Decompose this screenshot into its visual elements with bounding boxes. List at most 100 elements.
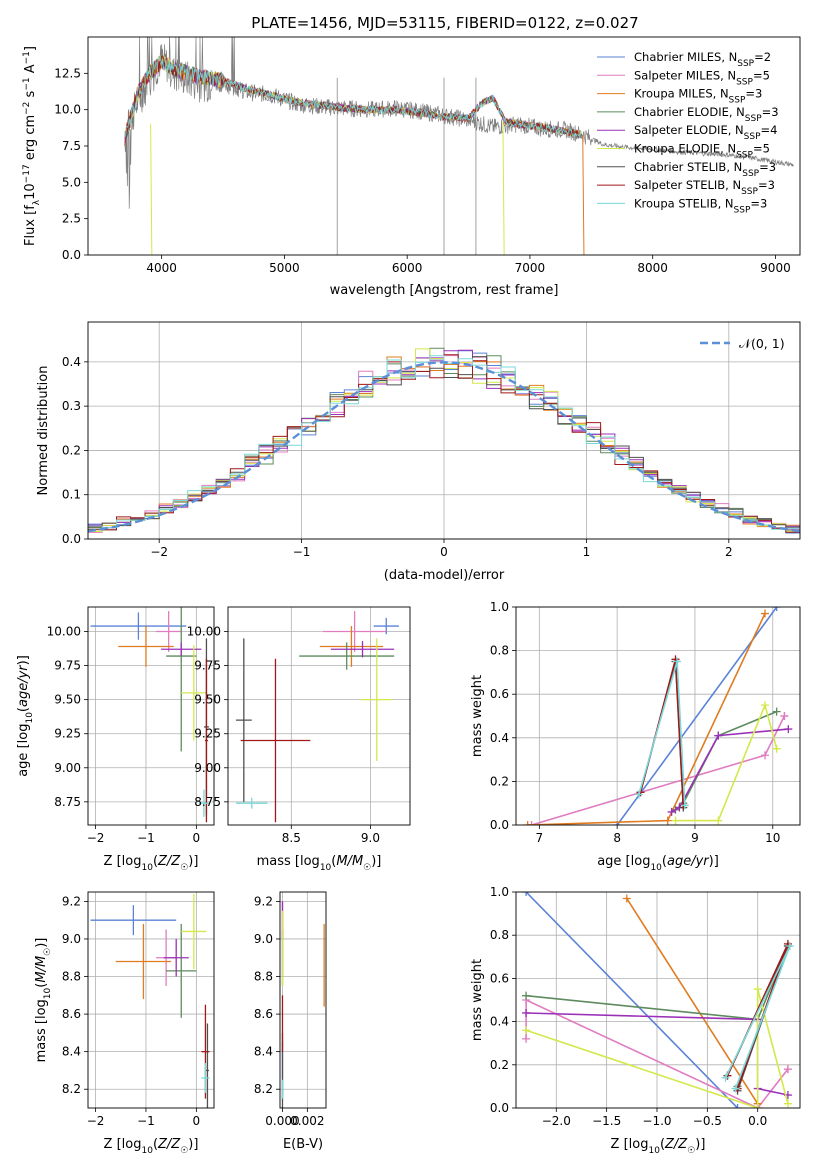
y-tick-label: 0.6 bbox=[490, 687, 509, 701]
weight-marker bbox=[673, 657, 682, 666]
y-tick-label: 1.0 bbox=[490, 600, 509, 614]
model-cutoff bbox=[502, 121, 505, 255]
weight-marker bbox=[733, 1104, 742, 1108]
weight-marker bbox=[634, 790, 643, 799]
y-tick-label: 9.2 bbox=[62, 894, 81, 908]
weight-marker bbox=[667, 807, 676, 816]
weight-marker bbox=[772, 607, 781, 611]
weight-marker bbox=[714, 816, 723, 825]
y-tick-label: 8.8 bbox=[254, 970, 273, 984]
residuals-ylabel: Normed distribution bbox=[36, 366, 51, 496]
mass-vs-ebv-xlabel: E(B-V) bbox=[283, 1137, 323, 1152]
y-tick-label: 0.0 bbox=[490, 818, 509, 832]
frame-age_vs_mass bbox=[227, 606, 411, 826]
y-tick-label: 0.0 bbox=[62, 532, 81, 546]
y-tick-label: 8.4 bbox=[62, 1045, 81, 1059]
weight-line bbox=[525, 988, 789, 1108]
x-tick-label: 0.002 bbox=[290, 1114, 324, 1128]
weight-marker bbox=[622, 894, 631, 903]
spectrum-xlabel: wavelength [Angstrom, rest frame] bbox=[330, 283, 559, 298]
x-tick-label: −1.5 bbox=[592, 1114, 621, 1128]
weight-marker bbox=[721, 1073, 730, 1082]
y-tick-label: 9.75 bbox=[194, 659, 221, 673]
frame-age_vs_Z bbox=[87, 606, 215, 826]
model-spectrum-line bbox=[124, 55, 582, 138]
mass-vs-Z-xlabel: Z [log10(Z/Z☉)] bbox=[104, 1137, 199, 1156]
model-cutoff bbox=[150, 124, 153, 255]
axes-mass_vs_Z: −2 −1 0 8.2 8.4 8.6 8.8 9.0 9.2 bbox=[62, 892, 214, 1128]
x-tick-label: −1.0 bbox=[642, 1114, 671, 1128]
weight-marker bbox=[523, 821, 532, 825]
weight-marker bbox=[663, 816, 672, 825]
y-tick-label: 9.0 bbox=[254, 932, 273, 946]
y-tick-label: 0.6 bbox=[490, 971, 509, 985]
x-tick-label: 7000 bbox=[515, 261, 546, 275]
legend-entry: Salpeter MILES, NSSP=5 bbox=[634, 68, 770, 87]
x-tick-label: 6000 bbox=[392, 261, 423, 275]
weight-marker bbox=[784, 725, 793, 734]
legend-entry: Kroupa STELIB, NSSP=3 bbox=[634, 196, 767, 215]
weight-vs-age-xlabel: age [log10(age/yr)] bbox=[597, 854, 719, 873]
y-tick-label: 12.5 bbox=[54, 66, 81, 80]
x-tick-label: 10 bbox=[765, 831, 780, 845]
frame-mass_vs_ebv bbox=[279, 891, 327, 1109]
axes-age_vs_mass: 8.5 9.0 8.75 9.00 9.25 9.50 9.75 10.00 bbox=[187, 607, 410, 845]
x-tick-label: 0.0 bbox=[748, 1114, 767, 1128]
y-tick-label: 8.2 bbox=[254, 1082, 273, 1096]
weight-marker bbox=[783, 1065, 792, 1074]
weight-marker bbox=[671, 816, 680, 825]
y-tick-label: 9.75 bbox=[54, 659, 81, 673]
spectrum-ylabel: Flux [fλ10−17 erg cm−2 s−1 A−1] bbox=[22, 46, 42, 246]
residuals-xlabel: (data-model)/error bbox=[384, 568, 505, 583]
weight-marker bbox=[760, 751, 769, 760]
residuals-legend: 𝒩(0, 1) bbox=[700, 336, 785, 351]
weight-vs-Z-xlabel: Z [log10(Z/Z☉)] bbox=[611, 1137, 706, 1156]
x-tick-label: −0.5 bbox=[693, 1114, 722, 1128]
y-tick-label: 0.2 bbox=[62, 443, 81, 457]
y-tick-label: 0.0 bbox=[62, 248, 81, 262]
frame-residuals bbox=[87, 321, 801, 540]
histogram-step bbox=[88, 354, 800, 539]
y-tick-label: 5.0 bbox=[62, 175, 81, 189]
histogram-step bbox=[88, 355, 800, 539]
y-tick-label: 0.0 bbox=[490, 1101, 509, 1115]
spectrum-plot bbox=[124, 37, 794, 255]
weight-marker bbox=[753, 1104, 762, 1108]
y-tick-label: 8.2 bbox=[62, 1082, 81, 1096]
y-tick-label: 0.8 bbox=[490, 644, 509, 658]
y-tick-label: 8.75 bbox=[194, 795, 221, 809]
weight-marker bbox=[522, 1026, 531, 1035]
mass-vs-Z-ylabel: mass [log10(M/M☉)] bbox=[34, 938, 53, 1063]
weight-marker bbox=[785, 942, 794, 950]
y-tick-label: 9.2 bbox=[254, 894, 273, 908]
y-tick-label: 7.5 bbox=[62, 139, 81, 153]
axes-age_vs_Z: −2 −1 0 8.75 9.00 9.25 9.50 9.75 10.00 bbox=[47, 607, 214, 845]
y-tick-label: 9.0 bbox=[62, 932, 81, 946]
histogram-plot bbox=[88, 347, 800, 539]
y-tick-label: 8.75 bbox=[54, 795, 81, 809]
age_vs_mass-plot bbox=[235, 611, 399, 823]
y-tick-label: 9.50 bbox=[54, 693, 81, 707]
y-tick-label: 0.2 bbox=[490, 774, 509, 788]
y-tick-label: 2.5 bbox=[62, 212, 81, 226]
age-vs-Z-xlabel: Z [log10(Z/Z☉)] bbox=[104, 854, 199, 873]
weight-marker bbox=[680, 801, 689, 810]
frame-mass_vs_Z bbox=[87, 891, 215, 1109]
x-tick-label: −2.0 bbox=[542, 1114, 571, 1128]
weight-line bbox=[525, 998, 789, 1108]
weight_vs_Z-ylabel: mass weight bbox=[470, 959, 485, 1041]
weight-line bbox=[626, 898, 759, 1108]
legend-entry: 𝒩(0, 1) bbox=[739, 336, 785, 351]
mass_vs_ebv-plot bbox=[281, 901, 325, 1108]
y-tick-label: 9.50 bbox=[194, 693, 221, 707]
legend-entry: Chabrier STELIB, NSSP=3 bbox=[634, 160, 776, 179]
weight-line bbox=[675, 702, 778, 822]
x-tick-label: 7 bbox=[536, 831, 544, 845]
weight-marker bbox=[772, 707, 781, 716]
x-tick-label: 8 bbox=[613, 831, 621, 845]
age_vs_Z-plot bbox=[90, 607, 209, 823]
figure-title: PLATE=1456, MJD=53115, FIBERID=0122, z=0… bbox=[251, 14, 638, 32]
frame-spectrum bbox=[87, 36, 801, 256]
